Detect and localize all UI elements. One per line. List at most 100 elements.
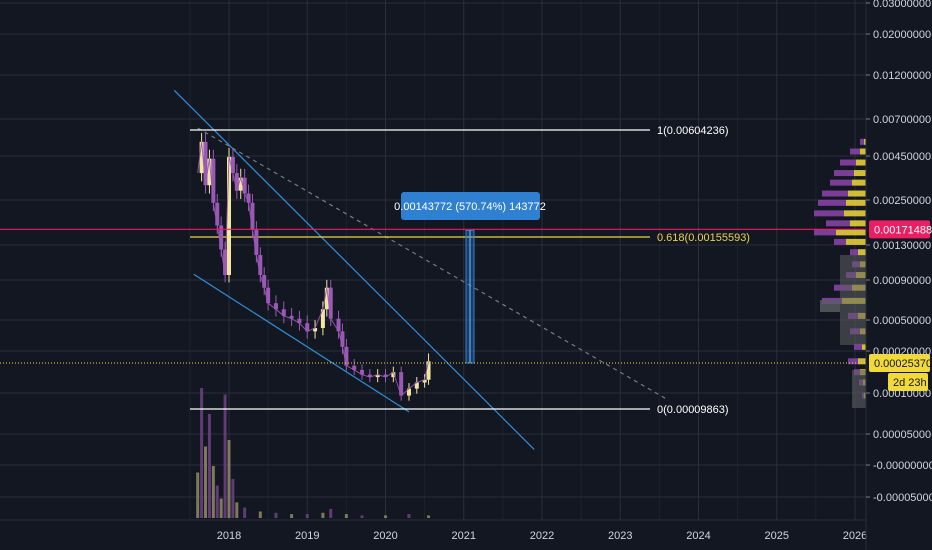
candle-body (238, 177, 243, 191)
countdown-badge-text: 2d 23h (893, 377, 927, 389)
volume-profile-bar-down (814, 210, 844, 217)
y-tick-label: 0.00130000 (873, 240, 931, 252)
trendline-upper-wedge[interactable] (173, 89, 535, 450)
volume-profile-bar-down (860, 138, 864, 145)
candle-body (273, 303, 278, 310)
candle-body (215, 202, 220, 226)
trendlines[interactable] (173, 89, 668, 450)
candle-body (258, 255, 263, 276)
volume-bar (207, 414, 211, 518)
volume-bar (290, 514, 294, 518)
y-tick-label: 0.01200000 (873, 70, 931, 82)
candle-body (211, 158, 216, 203)
volume-profile-bar-up (836, 229, 866, 236)
volume-bar (204, 446, 208, 518)
candle-body (406, 388, 411, 396)
volume-profile-bar-up (854, 170, 866, 177)
volume-bar (196, 472, 200, 518)
x-tick-label: 2024 (686, 530, 710, 542)
price-range-measurement[interactable]: 0.00143772 (570.74%) 143772 (394, 192, 546, 364)
candle-body (227, 156, 231, 276)
candle-body (399, 372, 404, 396)
y-tick-label: 0.02000000 (873, 29, 931, 41)
volume-bar (235, 502, 239, 518)
candle-body (367, 374, 372, 378)
volume-profile-bar-up (852, 179, 866, 186)
measure-label-background (401, 192, 540, 220)
volume-bar (344, 514, 348, 518)
candle-body (230, 156, 235, 174)
candle-body (336, 318, 341, 332)
candle-body (250, 202, 255, 231)
red-price-badge (869, 220, 930, 239)
measure-label: 0.00143772 (570.74%) 143772 (394, 201, 546, 213)
current-price-badge (869, 354, 930, 372)
x-tick-label: 2021 (452, 530, 476, 542)
candle-body (426, 361, 431, 380)
price-series (197, 132, 431, 401)
volume-profile-bar-up (862, 343, 866, 350)
x-tick-label: 2020 (373, 530, 397, 542)
y-tick-label: -0.00005000 (873, 492, 932, 504)
candle-body (360, 369, 365, 375)
volume-bar (219, 498, 223, 518)
volume-profile-bar-down (834, 238, 846, 245)
volume-profile-bar-grey (852, 370, 866, 408)
volume-bar (305, 514, 309, 518)
volume-bar (321, 512, 325, 518)
candle-body (234, 173, 239, 191)
candle-body (219, 225, 224, 250)
volume-bar (215, 485, 219, 518)
candle-body (289, 315, 294, 319)
volume-profile-bar-down (814, 229, 836, 236)
volume-bar (200, 388, 204, 518)
x-tick-label: 2026 (843, 530, 867, 542)
candle-body (313, 327, 318, 332)
price-line (197, 141, 429, 397)
y-tick-label: 0.00250000 (873, 195, 931, 207)
fib-retracement[interactable]: 1(0.00604236) 0.618(0.00155593) 0(0.000098… (190, 125, 750, 416)
x-tick-label: 2019 (295, 530, 319, 542)
candle-body (242, 177, 247, 194)
volume-profile-bar-down (854, 343, 862, 350)
candle-body (391, 372, 396, 378)
volume-profile (814, 138, 866, 408)
volume-bar (227, 440, 231, 518)
trendline-dashed-projection[interactable] (197, 127, 668, 400)
x-tick-label: 2022 (530, 530, 554, 542)
trendline-lower-wedge[interactable] (193, 273, 410, 413)
volume-bars (196, 388, 431, 518)
y-tick-label: 0.00050000 (873, 315, 931, 327)
candle-body (266, 287, 271, 304)
volume-profile-bar-down (848, 358, 858, 365)
candle-body (305, 323, 310, 332)
candle-body (344, 346, 349, 366)
volume-bar (231, 479, 235, 518)
candle-body (422, 379, 427, 383)
volume-bar (360, 515, 364, 518)
y-tick-label: 0.03000000 (873, 0, 931, 10)
candle-body (297, 318, 302, 324)
volume-profile-bar-grey (820, 300, 840, 312)
countdown-badge (888, 373, 928, 391)
volume-profile-bar-up (856, 159, 866, 166)
y-axis[interactable]: 0.03000000 0.02000000 0.01200000 0.00700000… (865, 0, 932, 550)
volume-bar (243, 507, 247, 518)
candle-body (375, 374, 380, 378)
fib-level-label: 1(0.00604236) (657, 125, 729, 137)
x-tick-label: 2023 (608, 530, 632, 542)
volume-profile-bar-up (858, 249, 866, 256)
candle-body (207, 158, 212, 186)
candle-body (328, 287, 333, 319)
volume-bar (407, 514, 411, 518)
candle-body (199, 141, 204, 174)
volume-profile-bar-up (848, 190, 866, 197)
volume-profile-bar-down (830, 179, 852, 186)
candle-body (324, 287, 329, 310)
x-axis[interactable]: 2018 2019 2020 2021 2022 2023 2024 2025 2026 (0, 519, 867, 542)
candle-body (262, 275, 267, 288)
fib-level-label: 0.618(0.00155593) (657, 232, 750, 244)
price-badges: 0.00171488 0.00025370 2d 23h (869, 220, 932, 391)
volume-profile-bar-up (860, 148, 866, 155)
